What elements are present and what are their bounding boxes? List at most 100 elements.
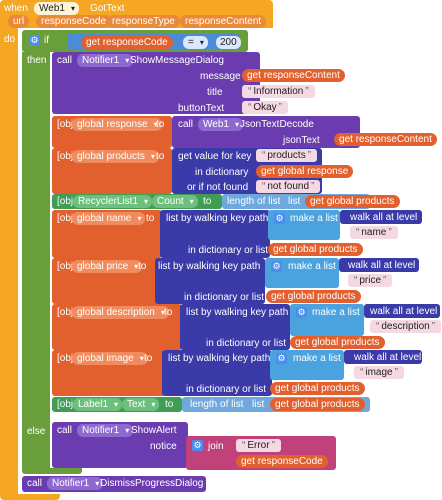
button-string[interactable]: Okay [242, 101, 289, 114]
event-component-dropdown[interactable]: Web1 [34, 2, 79, 15]
get-var: responseContent [263, 70, 340, 81]
compare-op-dropdown[interactable]: = [183, 36, 208, 49]
get-label: get [261, 166, 275, 177]
var-dropdown[interactable]: global products [72, 150, 159, 163]
make-list-gear-icon[interactable]: ⚙ [296, 307, 307, 318]
make-list-label: make a list [312, 307, 360, 318]
get-var: global products [291, 383, 360, 394]
get-var: global products [289, 244, 358, 255]
image-key-string[interactable]: image [354, 366, 404, 379]
walk-label: list by walking key path [158, 261, 261, 272]
if-mutator-gear-icon[interactable]: ⚙ [29, 35, 40, 46]
param-url[interactable]: url [8, 15, 30, 28]
call-label: call [57, 425, 73, 436]
get-global-products[interactable]: get global products [270, 382, 365, 395]
get-responsecontent[interactable]: get responseContent [242, 69, 345, 82]
to-label: to [203, 196, 212, 207]
param-responseCode[interactable]: responseCode [36, 15, 112, 28]
walk-key-path-block[interactable] [155, 258, 265, 304]
count-prop-dropdown[interactable]: Count [152, 195, 198, 208]
make-list-gear-icon[interactable]: ⚙ [271, 261, 282, 272]
make-list-label: make a list [288, 261, 336, 272]
to-label: to [156, 151, 165, 162]
length-label: length of list [190, 399, 244, 410]
get-global-products[interactable]: get global products [290, 336, 385, 349]
products-key-string[interactable]: products [256, 149, 318, 162]
param-responseContent[interactable]: responseContent [180, 15, 267, 28]
var-dropdown[interactable]: global name [72, 212, 146, 225]
walk-label: list by walking key path [168, 353, 271, 364]
get-label: get [241, 456, 255, 467]
make-list-label: make a list [290, 213, 338, 224]
get-label: get [295, 337, 309, 348]
get-label: get [339, 134, 353, 145]
to-label: to [138, 261, 147, 272]
get-responsecode[interactable]: get responseCode [236, 455, 328, 468]
get-label: get [271, 291, 285, 302]
walk-key-path-block[interactable] [162, 350, 272, 396]
get-global-products[interactable]: get global products [305, 195, 400, 208]
label1-dropdown[interactable]: Label1 [73, 398, 123, 411]
notifier-dropdown[interactable]: Notifier1 [47, 477, 104, 490]
var-dropdown[interactable]: global image [72, 352, 148, 365]
get-var: responseCode [257, 456, 323, 467]
var-dropdown[interactable]: global description [72, 306, 169, 319]
walk-key-path-block[interactable] [160, 210, 270, 258]
make-list-gear-icon[interactable]: ⚙ [274, 213, 285, 224]
walk-all-label: walk all at level [348, 260, 416, 271]
description-key-string[interactable]: description [370, 320, 442, 333]
in-dict-list-label: in dictionary or list [186, 384, 267, 395]
get-responsecode[interactable]: get responseCode [81, 36, 173, 49]
get-var: global products [291, 399, 360, 410]
get-label: get [247, 70, 261, 81]
to-label: to [156, 119, 165, 130]
then-label: then [27, 55, 47, 66]
walk-all-block[interactable] [339, 258, 419, 272]
name-key-string[interactable]: name [350, 226, 398, 239]
notice-label: notice [150, 441, 177, 452]
walk-all-block[interactable] [340, 210, 422, 224]
get-global-products[interactable]: get global products [266, 290, 361, 303]
get-label: get [86, 37, 100, 48]
get-var: responseCode [102, 37, 168, 48]
get-global-products[interactable]: get global products [268, 243, 363, 256]
notifier-dropdown[interactable]: Notifier1 [77, 424, 134, 437]
if-rail [22, 52, 50, 470]
get-global-response[interactable]: get global response [256, 165, 354, 178]
walk-label: list by walking key path [166, 213, 269, 224]
walk-all-block[interactable] [364, 304, 440, 318]
length-label: length of list [227, 196, 281, 207]
get-var: responseContent [355, 134, 432, 145]
make-list-label: make a list [293, 353, 341, 364]
get-responsecontent[interactable]: get responseContent [334, 133, 437, 146]
make-list-gear-icon[interactable]: ⚙ [276, 353, 287, 364]
error-string[interactable]: Error [236, 439, 281, 452]
get-var: global products [311, 337, 380, 348]
event-name: GotText [90, 3, 125, 14]
join-label: join [208, 441, 224, 452]
in-dict-list-label: in dictionary or list [206, 338, 287, 349]
web-dropdown[interactable]: Web1 [198, 118, 243, 131]
message-label: message [200, 71, 241, 82]
list-label: list [252, 399, 265, 410]
text-prop-dropdown[interactable]: Text [122, 398, 160, 411]
join-gear-icon[interactable]: ⚙ [192, 440, 203, 451]
button-text-label: buttonText [178, 103, 225, 114]
price-key-string[interactable]: price [348, 274, 393, 287]
get-var: global response [277, 166, 349, 177]
param-responseType[interactable]: responseType [107, 15, 180, 28]
recyclerlist-dropdown[interactable]: RecyclerList1 [73, 195, 153, 208]
list-label: list [288, 196, 301, 207]
notifier-dropdown[interactable]: Notifier1 [77, 54, 134, 67]
not-found-string[interactable]: not found [256, 180, 321, 193]
title-string[interactable]: Information [242, 85, 315, 98]
json-decode-method: JsonTextDecode [240, 119, 314, 130]
var-dropdown[interactable]: global response [72, 118, 162, 131]
walk-key-path-block[interactable] [180, 304, 290, 350]
var-dropdown[interactable]: global price [72, 260, 143, 273]
number-200[interactable]: 200 [216, 36, 241, 49]
walk-all-block[interactable] [344, 350, 422, 364]
walk-all-label: walk all at level [350, 212, 418, 223]
get-global-products[interactable]: get global products [270, 398, 365, 411]
call-label: call [57, 55, 73, 66]
